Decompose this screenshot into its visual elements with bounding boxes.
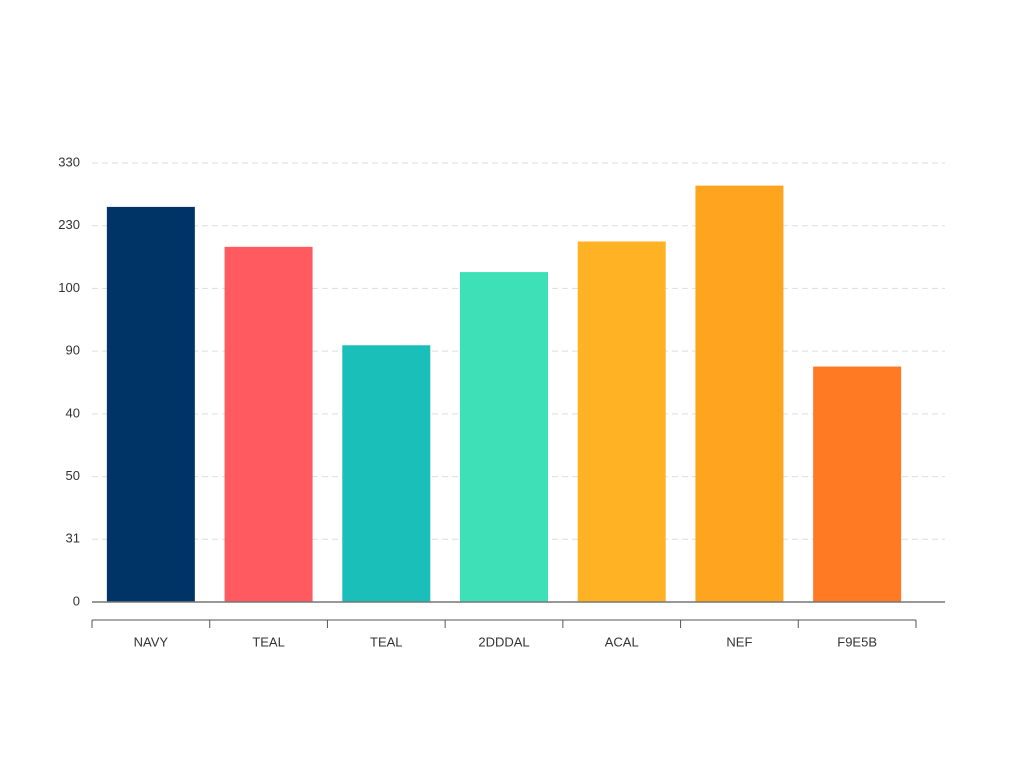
bar [577, 241, 666, 602]
y-tick-label: 0 [73, 593, 80, 608]
x-tick-label: NAVY [134, 634, 169, 649]
bar [106, 206, 195, 602]
y-tick-label: 100 [58, 280, 80, 295]
x-tick-label: F9E5B [837, 634, 877, 649]
x-tick-label: 2DDDAL [478, 634, 529, 649]
bar [224, 246, 313, 603]
bar [342, 345, 431, 602]
bar [813, 366, 902, 602]
x-tick-label: ACAL [605, 634, 639, 649]
y-tick-label: 50 [66, 468, 80, 483]
y-tick-label: 330 [58, 154, 80, 169]
bar [460, 272, 548, 602]
x-tick-label: TEAL [370, 634, 403, 649]
x-tick-label: TEAL [252, 634, 285, 649]
y-tick-label: 31 [66, 531, 80, 546]
y-tick-label: 90 [66, 343, 80, 358]
x-tick-label: NEF [726, 634, 752, 649]
y-tick-label: 230 [58, 217, 80, 232]
y-tick-label: 40 [66, 405, 80, 420]
bar [695, 185, 784, 602]
